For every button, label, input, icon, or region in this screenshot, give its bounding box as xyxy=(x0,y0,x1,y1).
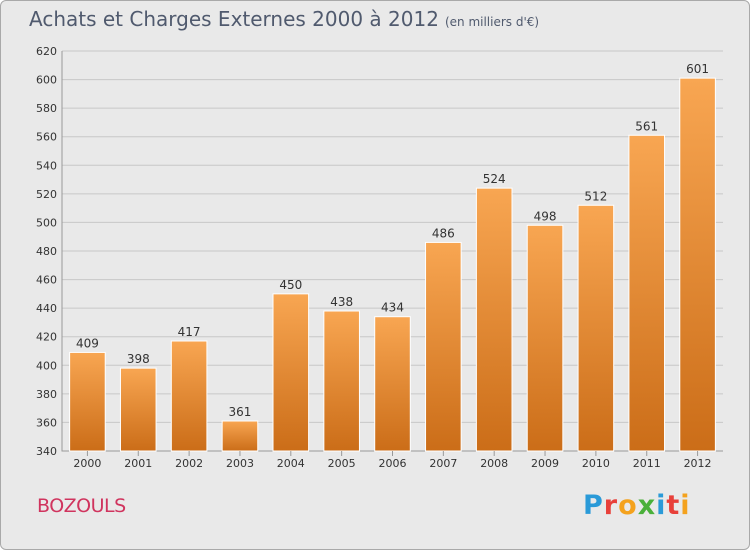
bar-2000 xyxy=(69,351,106,452)
y-tick-label: 500 xyxy=(36,216,57,229)
logo-letter: i xyxy=(656,490,667,521)
value-label-2011: 561 xyxy=(635,119,658,133)
x-axis-ticks: 2000 2001 2002 2003 2004 2005 2006 2007 2008 2009… xyxy=(73,451,712,470)
y-tick-label: 520 xyxy=(36,188,57,201)
bar-2007 xyxy=(425,241,462,452)
proxiti-logo: Proxiti xyxy=(583,490,691,521)
y-tick-label: 560 xyxy=(36,131,57,144)
x-tick-label-2005: 2005 xyxy=(328,457,356,470)
y-tick-label: 580 xyxy=(36,102,57,115)
value-labels: 409 398 417 361 450 438 434 486 524 498 512 561 601 xyxy=(76,62,709,419)
x-tick-label-2003: 2003 xyxy=(226,457,254,470)
value-label-2002: 417 xyxy=(178,325,201,339)
x-tick-label-2000: 2000 xyxy=(73,457,101,470)
bar-2006 xyxy=(374,316,411,452)
y-tick-label: 620 xyxy=(36,45,57,58)
y-axis-ticks: 340 360 380 400 420 440 460 480 500 520 540 560 580 6… xyxy=(36,45,57,458)
chart-title: Achats et Charges Externes 2000 à 2012 (e… xyxy=(29,7,539,31)
bar-2010 xyxy=(577,204,615,452)
x-tick-label-2011: 2011 xyxy=(633,457,661,470)
bar-2012 xyxy=(679,77,716,452)
x-tick-label-2001: 2001 xyxy=(124,457,152,470)
bar-2004 xyxy=(272,293,310,452)
x-tick-label-2010: 2010 xyxy=(582,457,610,470)
bar-2001 xyxy=(119,367,157,452)
x-tick-label-2007: 2007 xyxy=(429,457,457,470)
y-tick-label: 540 xyxy=(36,159,57,172)
value-label-2010: 512 xyxy=(584,189,607,203)
bar-2009 xyxy=(526,224,564,452)
x-tick-label-2009: 2009 xyxy=(531,457,559,470)
y-tick-label: 380 xyxy=(36,388,57,401)
value-label-2000: 409 xyxy=(76,336,99,350)
x-tick-label-2002: 2002 xyxy=(175,457,203,470)
x-tick-label-2004: 2004 xyxy=(277,457,305,470)
value-label-2009: 498 xyxy=(534,209,557,223)
value-label-2001: 398 xyxy=(127,352,150,366)
y-tick-label: 480 xyxy=(36,245,57,258)
logo-letter: x xyxy=(637,490,657,521)
value-label-2008: 524 xyxy=(483,172,506,186)
logo-letter: P xyxy=(583,490,604,521)
title-unit: (en milliers d'€) xyxy=(444,15,540,29)
value-label-2003: 361 xyxy=(229,405,252,419)
y-tick-label: 420 xyxy=(36,331,57,344)
bar-2008 xyxy=(475,187,513,452)
value-label-2007: 486 xyxy=(432,226,455,240)
y-tick-label: 340 xyxy=(36,445,57,458)
logo-letter: o xyxy=(618,490,638,521)
x-tick-label-2008: 2008 xyxy=(480,457,508,470)
title-text: Achats et Charges Externes 2000 à 2012 xyxy=(29,7,439,31)
x-tick-label-2012: 2012 xyxy=(684,457,712,470)
logo-text: Proxiti xyxy=(583,490,691,521)
value-label-2012: 601 xyxy=(686,62,709,76)
value-label-2004: 450 xyxy=(279,278,302,292)
y-tick-label: 440 xyxy=(36,302,57,315)
bar-2002 xyxy=(170,340,208,452)
y-tick-label: 360 xyxy=(36,416,57,429)
logo-letter: t xyxy=(666,490,681,521)
commune-name: BOZOULS xyxy=(37,495,126,517)
bars xyxy=(69,77,716,452)
x-tick-label-2006: 2006 xyxy=(379,457,407,470)
logo-letter: i xyxy=(680,490,691,521)
y-tick-label: 460 xyxy=(36,274,57,287)
y-tick-label: 400 xyxy=(36,359,57,372)
bar-2005 xyxy=(323,310,360,452)
value-label-2006: 434 xyxy=(381,301,404,315)
logo-letter: r xyxy=(603,490,619,521)
bar-2003 xyxy=(221,420,259,452)
bar-2011 xyxy=(628,134,666,452)
value-label-2005: 438 xyxy=(330,295,353,309)
y-tick-label: 600 xyxy=(36,74,57,87)
